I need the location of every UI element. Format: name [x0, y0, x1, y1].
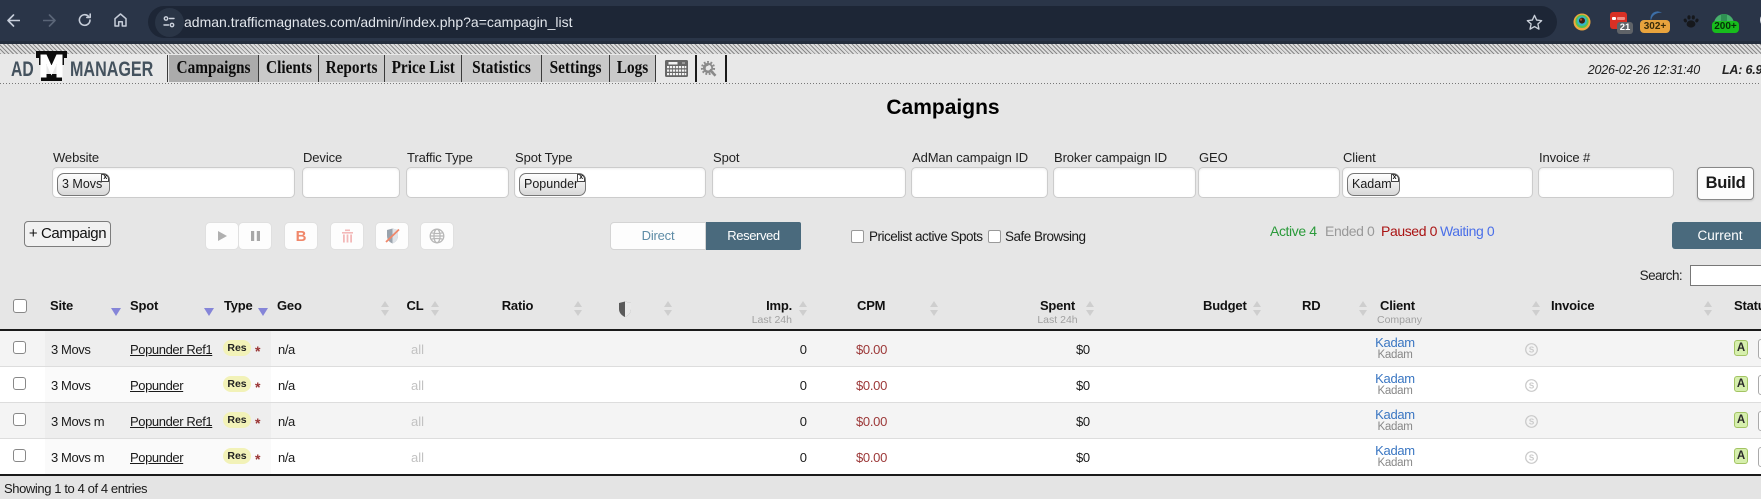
- svg-text:S: S: [1529, 382, 1535, 391]
- svg-text:S: S: [1529, 454, 1535, 463]
- svg-text:S: S: [1529, 346, 1535, 355]
- svg-text:S: S: [1529, 418, 1535, 427]
